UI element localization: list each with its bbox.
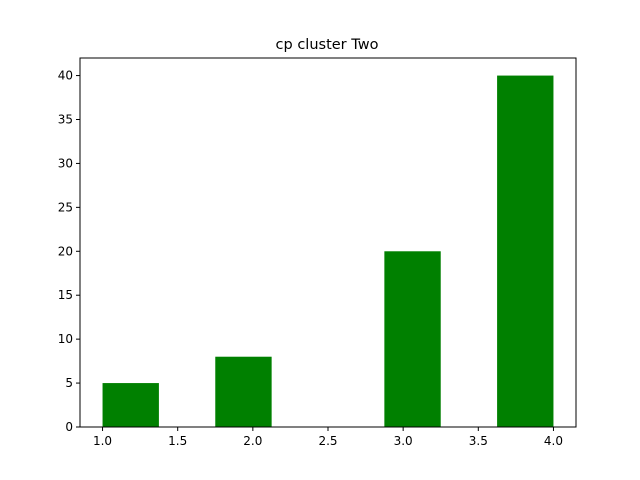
x-tick-label: 1.0 [93,434,112,448]
x-tick-label: 3.5 [469,434,488,448]
x-axis-ticks: 1.0 1.5 2.0 2.5 3.0 3.5 4.0 [93,427,563,448]
y-tick-label: 25 [58,200,73,214]
x-tick-label: 3.0 [394,434,413,448]
chart-title: cp cluster Two [276,37,379,53]
y-tick-label: 20 [58,244,73,258]
y-tick-label: 35 [58,113,73,127]
y-tick-label: 40 [58,69,73,83]
y-tick-label: 30 [58,156,73,170]
bar-1 [102,383,159,427]
x-tick-label: 2.5 [318,434,337,448]
bars-group [102,75,554,428]
bar-3 [384,251,441,427]
y-axis-ticks: 0 5 10 15 20 25 30 35 40 [58,69,80,434]
y-tick-label: 10 [58,332,73,346]
y-tick-label: 0 [65,420,73,434]
y-tick-label: 5 [65,376,73,390]
plot-frame [79,57,577,428]
bar-4 [497,75,554,428]
x-tick-label: 1.5 [168,434,187,448]
x-tick-label: 4.0 [544,434,563,448]
x-tick-label: 2.0 [243,434,262,448]
y-tick-label: 15 [58,288,73,302]
bar-2 [215,356,272,427]
